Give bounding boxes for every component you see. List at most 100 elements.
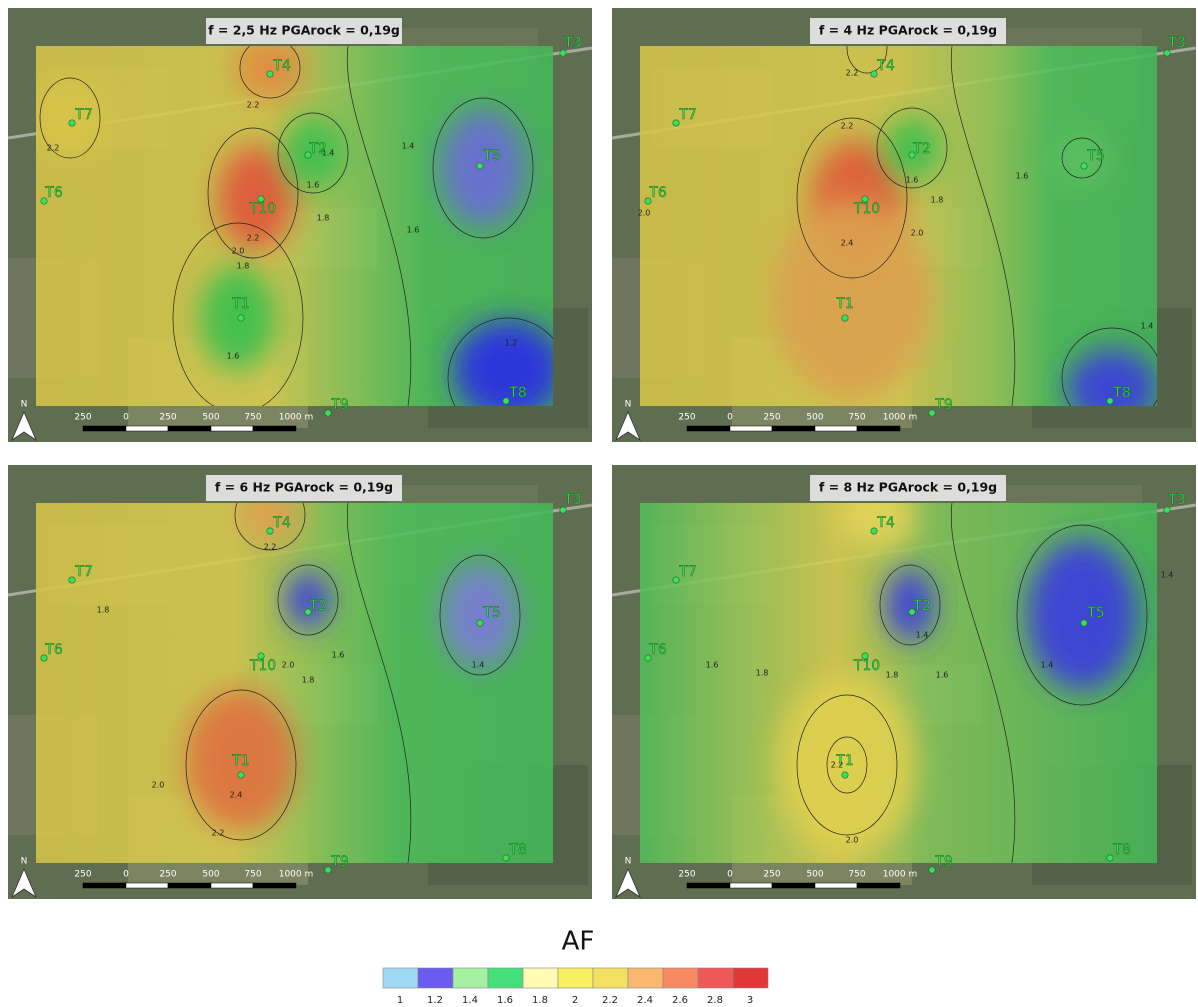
af-overlay bbox=[36, 503, 553, 863]
station-marker bbox=[672, 119, 680, 127]
station-marker bbox=[672, 576, 680, 584]
north-label: N bbox=[21, 400, 28, 410]
af-surface bbox=[36, 503, 553, 863]
contour-label: 2.0 bbox=[282, 661, 295, 670]
scale-label: 250 bbox=[763, 870, 780, 880]
contour-label: 2.2 bbox=[831, 761, 844, 770]
legend-swatch bbox=[697, 967, 734, 989]
contour-label: 1.6 bbox=[1016, 172, 1029, 181]
station-marker bbox=[502, 397, 510, 405]
scale-segment bbox=[82, 425, 127, 432]
station-label: T4 bbox=[876, 58, 895, 74]
scale-segment bbox=[814, 425, 858, 432]
legend-tick-label: 1.6 bbox=[497, 995, 513, 1006]
contour-label: 1.6 bbox=[906, 176, 919, 185]
map-panel: 2.2 2.2 2.0 1.6 1.8 2.0 2.4 1.6 1.4 T1 T2 T3 T4 T5 T6 T… bbox=[612, 8, 1196, 442]
contour-label: 2.4 bbox=[230, 791, 243, 800]
contour-line bbox=[185, 689, 297, 841]
station-label: T3 bbox=[563, 492, 581, 508]
scale-segment bbox=[686, 882, 731, 889]
scale-segment bbox=[167, 425, 212, 432]
station-marker bbox=[502, 854, 510, 862]
contour-label: 2.2 bbox=[47, 144, 60, 153]
scale-label: 750 bbox=[848, 870, 865, 880]
station-label: T6 bbox=[44, 185, 63, 201]
contour-label: 1.8 bbox=[97, 606, 110, 615]
station-label: T2 bbox=[912, 598, 930, 614]
scale-label: 250 bbox=[159, 413, 176, 423]
legend-swatch bbox=[382, 967, 419, 989]
scale-label: 250 bbox=[159, 870, 176, 880]
legend-swatch bbox=[732, 967, 769, 989]
contour-label: 1.6 bbox=[936, 671, 949, 680]
station-marker bbox=[40, 197, 48, 205]
contour-line bbox=[950, 503, 1016, 863]
scale-label: 500 bbox=[806, 870, 823, 880]
panel-title: f = 6 Hz PGArock = 0,19g bbox=[215, 480, 393, 495]
station-label: T10 bbox=[249, 201, 276, 217]
contour-label: 1.8 bbox=[931, 196, 944, 205]
contour-line bbox=[1016, 524, 1148, 706]
station-label: T3 bbox=[1167, 492, 1185, 508]
contour-label: 1.8 bbox=[317, 214, 330, 223]
station-label: T1 bbox=[231, 296, 249, 312]
panel-title: f = 8 Hz PGArock = 0,19g bbox=[819, 480, 997, 495]
station-marker bbox=[928, 409, 936, 417]
legend-swatch bbox=[557, 967, 594, 989]
contour-line bbox=[796, 694, 898, 836]
scale-label: 1000 m bbox=[279, 413, 314, 423]
contour-line bbox=[432, 97, 534, 239]
legend-tick-label: 1.2 bbox=[427, 995, 443, 1006]
legend-tick-label: 2.6 bbox=[672, 995, 688, 1006]
scale-segment bbox=[814, 882, 858, 889]
af-anomaly bbox=[1052, 128, 1112, 188]
scale-label: 250 bbox=[74, 413, 91, 423]
contour-line bbox=[1061, 327, 1157, 406]
station-label: T9 bbox=[330, 397, 348, 413]
contour-label: 2.2 bbox=[264, 543, 277, 552]
north-arrow bbox=[615, 867, 641, 899]
scale-label: 250 bbox=[763, 413, 780, 423]
legend-swatch bbox=[627, 967, 664, 989]
scale-label: 1000 m bbox=[279, 870, 314, 880]
station-marker bbox=[644, 654, 652, 662]
station-marker bbox=[1163, 49, 1171, 57]
contour-label: 1.4 bbox=[402, 142, 415, 151]
north-label: N bbox=[625, 400, 632, 410]
scale-label: 1000 m bbox=[883, 413, 918, 423]
contour-label: 1.4 bbox=[1161, 571, 1174, 580]
scale-label: 750 bbox=[848, 413, 865, 423]
north-arrow bbox=[11, 410, 37, 442]
north-label: N bbox=[625, 857, 632, 867]
contour-line bbox=[277, 564, 339, 636]
station-label: T4 bbox=[876, 515, 895, 531]
legend-swatch bbox=[592, 967, 629, 989]
legend-tick-label: 3 bbox=[747, 995, 753, 1006]
station-marker bbox=[476, 619, 484, 627]
station-marker bbox=[908, 151, 916, 159]
scale-label: 0 bbox=[727, 870, 733, 880]
station-label: T7 bbox=[74, 564, 92, 580]
scale-label: 500 bbox=[202, 413, 219, 423]
station-marker bbox=[1080, 162, 1088, 170]
station-label: T7 bbox=[678, 107, 696, 123]
scale-segment bbox=[210, 425, 254, 432]
contour-label: 2.2 bbox=[841, 122, 854, 131]
scale-segment bbox=[771, 882, 816, 889]
legend-tick-label: 2.2 bbox=[602, 995, 618, 1006]
station-marker bbox=[266, 70, 274, 78]
scale-label: 1000 m bbox=[883, 870, 918, 880]
station-label: T9 bbox=[934, 854, 952, 870]
contour-line bbox=[846, 46, 888, 74]
station-label: T7 bbox=[74, 107, 92, 123]
scale-segment bbox=[167, 882, 212, 889]
station-label: T9 bbox=[934, 397, 952, 413]
station-label: T2 bbox=[308, 141, 326, 157]
north-arrow bbox=[615, 410, 641, 442]
legend-swatch bbox=[662, 967, 699, 989]
contour-label: 1.6 bbox=[332, 651, 345, 660]
station-marker bbox=[68, 576, 76, 584]
scale-label: 0 bbox=[727, 413, 733, 423]
panel-title: f = 4 Hz PGArock = 0,19g bbox=[819, 23, 997, 38]
